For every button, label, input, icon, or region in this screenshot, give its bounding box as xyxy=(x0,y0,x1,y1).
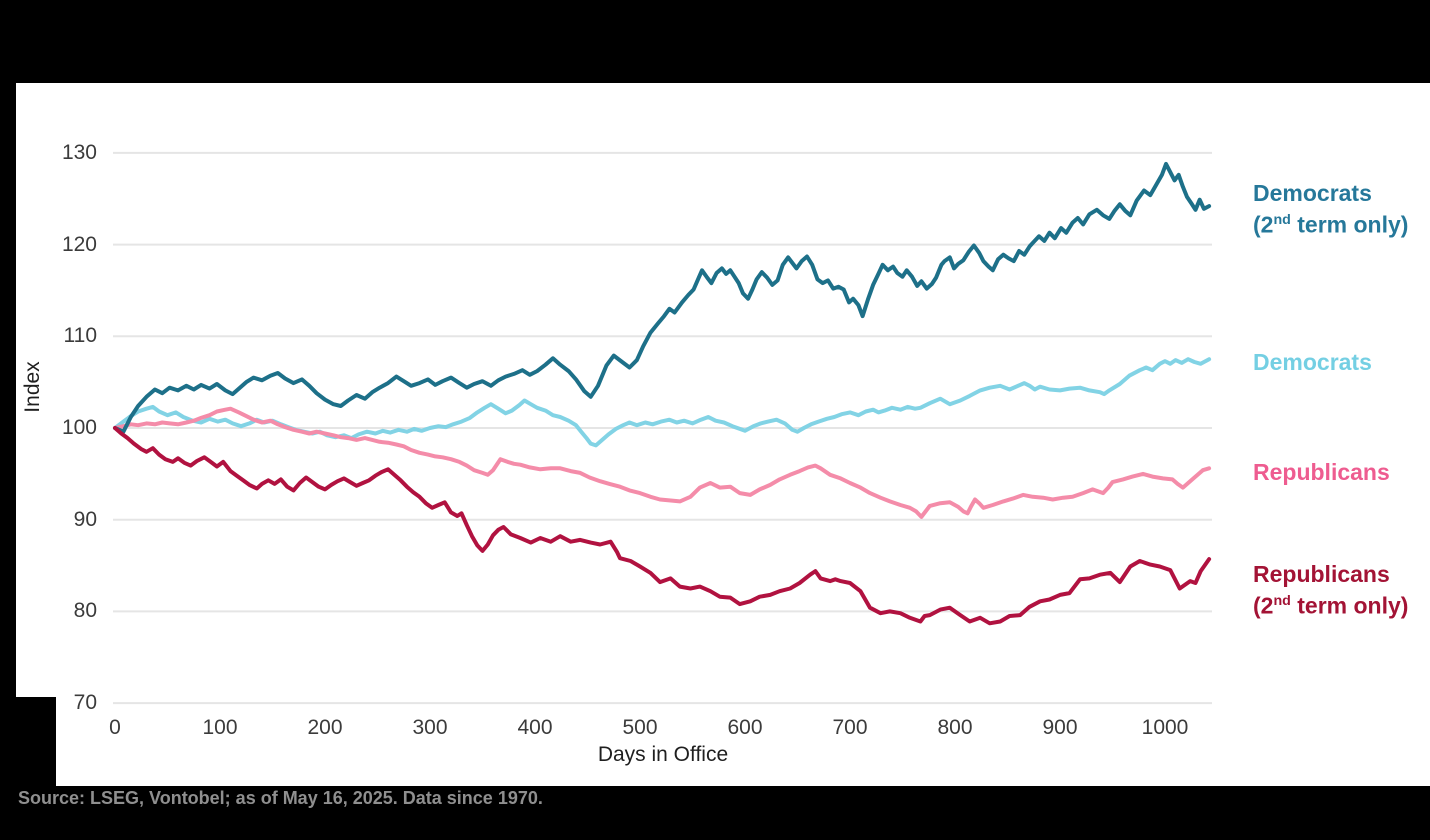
x-axis-tick-label-900: 900 xyxy=(1042,716,1078,739)
chart-panel xyxy=(16,83,1430,786)
legend-label-democrats-2nd-term-only: Democrats (2nd term only) xyxy=(1253,180,1409,238)
y-axis-tick-label-80: 80 xyxy=(73,599,97,623)
y-axis-tick-label-120: 120 xyxy=(61,232,97,256)
x-axis-tick-label-1000: 1000 xyxy=(1141,716,1189,739)
y-axis-tick-label-90: 90 xyxy=(73,507,97,531)
x-axis-tick-label-100: 100 xyxy=(202,716,238,739)
series-line-democrats-2nd-term-only xyxy=(113,161,1212,434)
series-line-republicans-2nd-term-only xyxy=(113,426,1212,626)
y-axis-tick-label-130: 130 xyxy=(61,140,97,164)
legend-label-republicans-2nd-term-only: Republicans (2nd term only) xyxy=(1253,561,1409,619)
series-line-republicans xyxy=(113,406,1212,519)
source-note: Source: LSEG, Vontobel; as of May 16, 20… xyxy=(18,788,543,808)
y-axis-tick-label-100: 100 xyxy=(61,416,97,439)
x-axis-tick-label-400: 400 xyxy=(517,716,553,739)
x-axis-tick-label-300: 300 xyxy=(412,716,448,739)
x-axis-tick-label-800: 800 xyxy=(937,716,973,739)
y-axis-title: Index xyxy=(21,361,44,413)
x-axis-title: Days in Office xyxy=(597,743,729,766)
x-axis-tick-label-0: 0 xyxy=(109,716,121,739)
y-axis-tick-label-70: 70 xyxy=(73,691,97,715)
legend-label-republicans: Republicans xyxy=(1253,459,1390,485)
y-axis-tick-label-110: 110 xyxy=(63,324,97,348)
x-axis-tick-label-500: 500 xyxy=(622,716,658,739)
x-axis-tick-label-700: 700 xyxy=(832,716,868,739)
panel-bottom-left-notch xyxy=(0,697,56,787)
x-axis-tick-label-200: 200 xyxy=(307,716,343,739)
x-axis-tick-label-600: 600 xyxy=(727,716,763,739)
legend-label-democrats: Democrats xyxy=(1253,349,1372,375)
